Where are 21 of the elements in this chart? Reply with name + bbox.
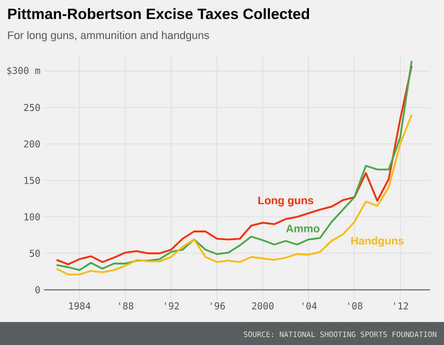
y-tick-label: 150: [24, 176, 40, 184]
y-tick-label: $300 m: [7, 66, 40, 76]
series-label: Handguns: [351, 236, 404, 247]
x-tick-label: 1984: [69, 302, 90, 310]
y-tick-label: 200: [24, 140, 40, 148]
x-tick-label: '12: [394, 302, 408, 310]
series-label: Long guns: [258, 196, 314, 206]
x-tick-label: '08: [348, 302, 362, 310]
x-tick-label: '04: [302, 302, 317, 310]
y-tick-label: 0: [35, 286, 40, 294]
x-tick-label: 2000: [252, 302, 274, 310]
x-tick-label: '96: [210, 302, 225, 310]
chart-title: Pittman-Robertson Excise Taxes Collected: [8, 8, 310, 20]
y-tick-label: 250: [24, 104, 40, 112]
x-tick-label: '92: [165, 302, 179, 310]
x-tick-label: '88: [119, 302, 134, 310]
chart-subtitle: For long guns, ammunition and handguns: [8, 31, 210, 42]
y-tick-label: 100: [24, 213, 40, 220]
y-tick-label: 50: [30, 250, 40, 257]
line-series: [56, 114, 413, 276]
series-label: Ammo: [286, 224, 320, 232]
